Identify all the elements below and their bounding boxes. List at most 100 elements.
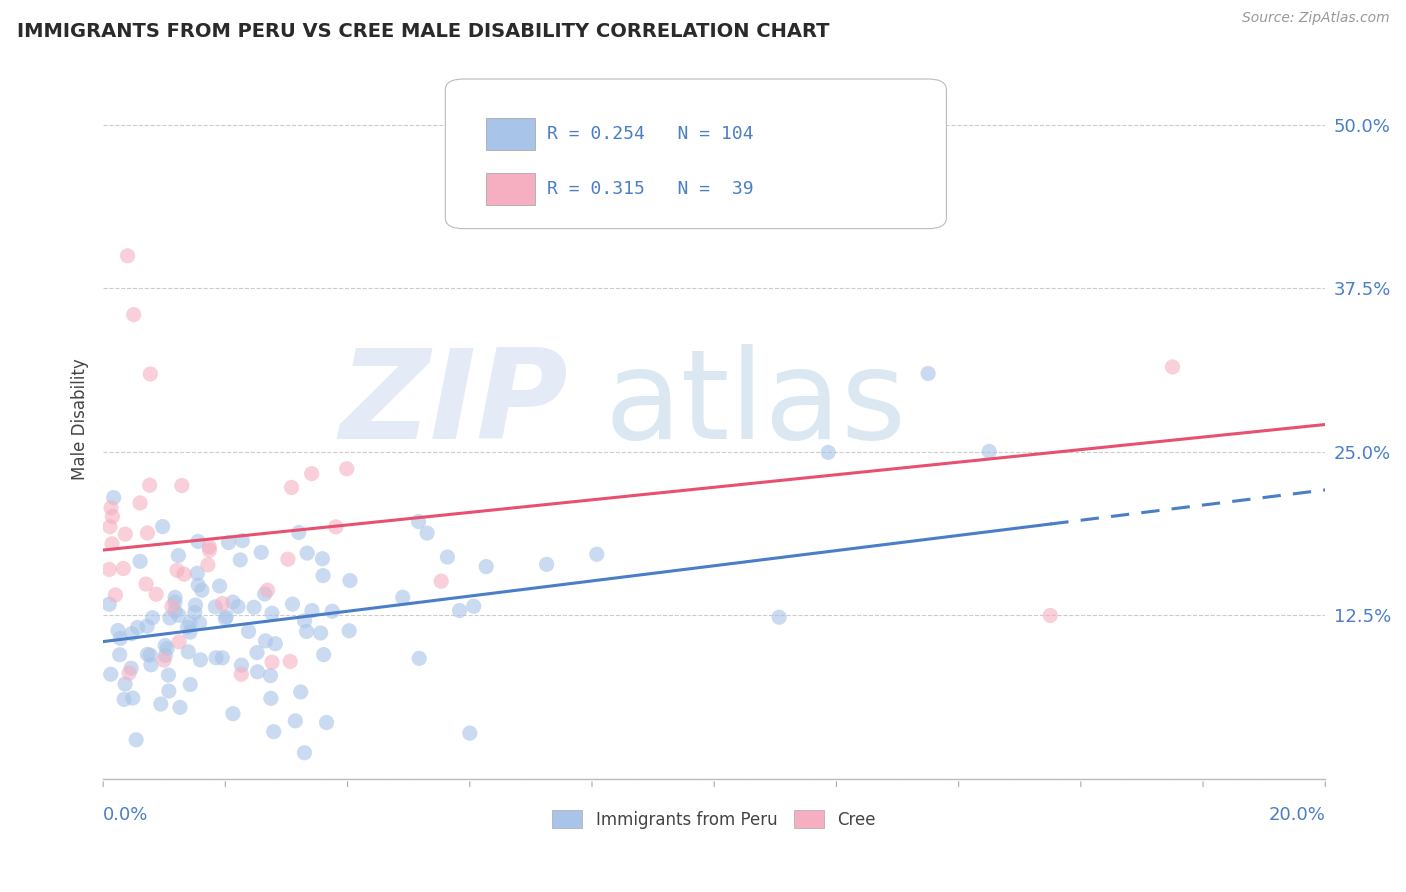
Point: [101, 537, 124, 551]
Text: ZIP: ZIP: [339, 344, 568, 466]
Point: [463, 599, 485, 614]
Point: [215, 609, 238, 624]
Point: [197, 558, 219, 572]
Point: [309, 626, 332, 640]
Point: [98, 597, 121, 611]
Point: [1039, 608, 1062, 623]
Point: [325, 520, 347, 534]
Point: [179, 677, 201, 691]
Point: [188, 615, 211, 630]
Point: [120, 661, 142, 675]
Point: [112, 692, 135, 706]
Point: [149, 697, 172, 711]
Point: [231, 667, 253, 681]
Point: [263, 724, 285, 739]
Point: [139, 657, 162, 672]
Point: [1161, 359, 1184, 374]
Point: [301, 467, 323, 481]
Point: [436, 550, 458, 565]
Point: [281, 597, 304, 611]
Point: [311, 551, 333, 566]
FancyBboxPatch shape: [485, 173, 534, 205]
Point: [98, 519, 121, 533]
Point: [294, 746, 316, 760]
Point: [167, 635, 190, 649]
Point: [585, 547, 607, 561]
Point: [170, 478, 193, 492]
Point: [243, 600, 266, 615]
Point: [191, 583, 214, 598]
Point: [254, 633, 277, 648]
Point: [101, 509, 124, 524]
Point: [211, 597, 233, 611]
Point: [100, 500, 122, 515]
Point: [768, 610, 790, 624]
Text: atlas: atlas: [605, 344, 907, 466]
Point: [114, 677, 136, 691]
Point: [231, 658, 253, 673]
Point: [121, 691, 143, 706]
Point: [280, 480, 302, 494]
Y-axis label: Male Disability: Male Disability: [72, 359, 89, 480]
Point: [301, 603, 323, 617]
FancyBboxPatch shape: [446, 79, 946, 228]
Point: [277, 552, 299, 566]
Point: [187, 534, 209, 549]
Point: [290, 685, 312, 699]
Point: [125, 732, 148, 747]
Point: [166, 563, 188, 577]
Text: 20.0%: 20.0%: [1268, 806, 1326, 824]
Point: [121, 626, 143, 640]
Point: [179, 616, 201, 631]
Text: IMMIGRANTS FROM PERU VS CREE MALE DISABILITY CORRELATION CHART: IMMIGRANTS FROM PERU VS CREE MALE DISABI…: [17, 22, 830, 41]
Point: [187, 578, 209, 592]
Point: [430, 574, 453, 589]
Point: [177, 645, 200, 659]
Point: [136, 619, 159, 633]
Point: [238, 624, 260, 639]
Point: [153, 653, 176, 667]
Point: [184, 606, 207, 620]
Point: [103, 491, 125, 505]
Point: [391, 591, 413, 605]
Point: [110, 632, 132, 646]
Text: R = 0.254   N = 104: R = 0.254 N = 104: [547, 125, 754, 143]
Point: [157, 684, 180, 698]
Point: [167, 549, 190, 563]
Point: [136, 648, 159, 662]
Point: [449, 603, 471, 617]
Point: [246, 646, 269, 660]
Point: [184, 598, 207, 612]
Point: [104, 588, 127, 602]
Point: [165, 591, 187, 605]
Point: [229, 553, 252, 567]
Point: [284, 714, 307, 728]
Point: [138, 478, 160, 492]
Point: [336, 462, 359, 476]
Point: [186, 566, 208, 581]
Text: Source: ZipAtlas.com: Source: ZipAtlas.com: [1241, 11, 1389, 25]
Point: [208, 579, 231, 593]
Point: [108, 648, 131, 662]
Point: [416, 526, 439, 541]
Point: [167, 608, 190, 623]
Point: [139, 367, 162, 381]
Point: [155, 648, 177, 663]
Point: [118, 666, 141, 681]
Point: [112, 561, 135, 575]
Point: [198, 543, 221, 558]
Point: [165, 604, 187, 618]
Point: [163, 595, 186, 609]
Point: [917, 367, 939, 381]
Point: [152, 519, 174, 533]
Point: [294, 614, 316, 628]
Point: [408, 515, 430, 529]
FancyBboxPatch shape: [485, 118, 534, 150]
Point: [259, 668, 281, 682]
Point: [198, 540, 221, 554]
Point: [817, 445, 839, 459]
Text: R = 0.315   N =  39: R = 0.315 N = 39: [547, 180, 754, 198]
Point: [214, 611, 236, 625]
Point: [153, 639, 176, 653]
Point: [114, 527, 136, 541]
